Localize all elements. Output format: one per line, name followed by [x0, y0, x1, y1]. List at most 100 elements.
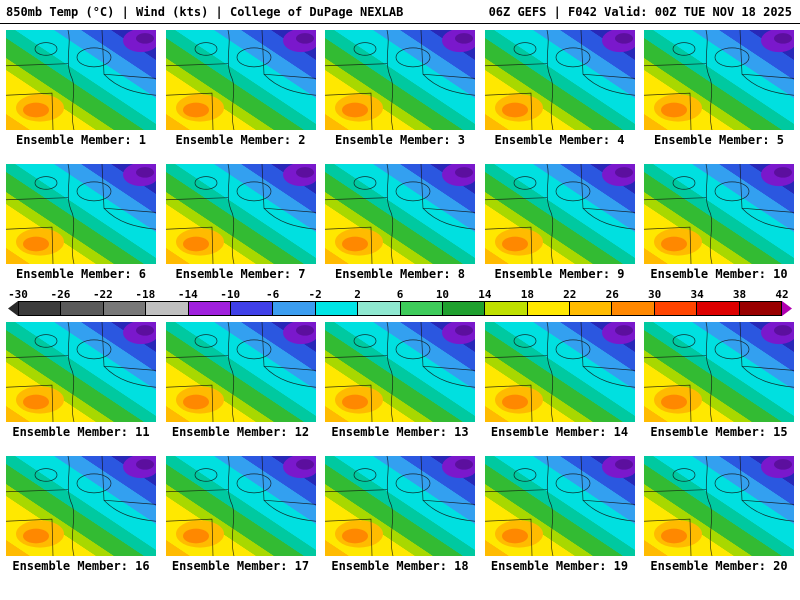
colorbar-cell	[103, 302, 147, 315]
ensemble-panel: Ensemble Member: 4	[484, 30, 635, 148]
ensemble-map	[484, 164, 635, 264]
ensemble-map	[165, 322, 316, 422]
ensemble-row-4: Ensemble Member: 16	[0, 456, 800, 574]
ensemble-map	[484, 322, 635, 422]
ensemble-row-2: Ensemble Member: 6	[0, 164, 800, 282]
ensemble-map	[6, 322, 156, 422]
colorbar-tick-label: 14	[478, 288, 492, 301]
ensemble-panel: Ensemble Member: 3	[325, 30, 475, 148]
colorbar-tick-label: -30	[8, 288, 28, 301]
ensemble-map	[325, 164, 475, 264]
colorbar-cell	[19, 302, 62, 315]
ensemble-panel: Ensemble Member: 20	[644, 456, 794, 574]
ensemble-map	[644, 30, 794, 130]
ensemble-map	[484, 456, 635, 556]
colorbar-tick-label: -10	[220, 288, 241, 301]
ensemble-row-3: Ensemble Member: 11	[0, 322, 800, 440]
colorbar-tick-label: 34	[690, 288, 704, 301]
ensemble-panel: Ensemble Member: 12	[165, 322, 316, 440]
colorbar-tick-label: -18	[135, 288, 156, 301]
ensemble-map	[165, 164, 316, 264]
colorbar-cell	[230, 302, 274, 315]
ensemble-panel: Ensemble Member: 5	[644, 30, 794, 148]
ensemble-member-label: Ensemble Member: 12	[171, 425, 310, 439]
colorbar-tick-label: 42	[775, 288, 789, 301]
ensemble-map	[325, 322, 475, 422]
ensemble-panel: Ensemble Member: 13	[325, 322, 475, 440]
ensemble-member-label: Ensemble Member: 14	[490, 425, 629, 439]
ensemble-panel: Ensemble Member: 1	[6, 30, 156, 148]
colorbar-tick-label: -22	[92, 288, 113, 301]
ensemble-member-label: Ensemble Member: 16	[12, 559, 150, 573]
ensemble-panel: Ensemble Member: 14	[484, 322, 635, 440]
colorbar-cell	[315, 302, 359, 315]
ensemble-member-label: Ensemble Member: 3	[334, 133, 466, 147]
ensemble-panel: Ensemble Member: 17	[165, 456, 316, 574]
ensemble-member-label: Ensemble Member: 4	[494, 133, 625, 147]
colorbar-cell	[400, 302, 443, 315]
colorbar-cell	[612, 302, 655, 315]
ensemble-panel: Ensemble Member: 2	[165, 30, 316, 148]
ensemble-panel: Ensemble Member: 19	[484, 456, 635, 574]
ensemble-member-label: Ensemble Member: 11	[12, 425, 150, 439]
ensemble-panel: Ensemble Member: 15	[644, 322, 794, 440]
colorbar-cell	[697, 302, 740, 315]
ensemble-member-label: Ensemble Member: 18	[331, 559, 469, 573]
ensemble-map	[484, 30, 635, 130]
ensemble-map	[6, 164, 156, 264]
colorbar-tick-label: 22	[563, 288, 577, 301]
ensemble-map	[165, 30, 316, 130]
ensemble-map	[165, 456, 316, 556]
ensemble-map	[644, 164, 794, 264]
ensemble-map	[644, 322, 794, 422]
model-run-valid-time: 06Z GEFS | F042 Valid: 00Z TUE NOV 18 20…	[488, 5, 792, 19]
ensemble-panel: Ensemble Member: 18	[325, 456, 475, 574]
colorbar-bar	[8, 301, 792, 316]
colorbar-cell	[570, 302, 613, 315]
ensemble-member-label: Ensemble Member: 20	[650, 559, 788, 573]
colorbar-cell	[358, 302, 401, 315]
ensemble-panel: Ensemble Member: 11	[6, 322, 156, 440]
ensemble-member-label: Ensemble Member: 15	[650, 425, 788, 439]
colorbar-cell	[527, 302, 571, 315]
ensemble-member-label: Ensemble Member: 9	[494, 267, 625, 281]
header-bar: 850mb Temp (°C) | Wind (kts) | College o…	[0, 0, 800, 24]
ensemble-row-1: Ensemble Member: 1	[0, 30, 800, 148]
colorbar-tick-label: -14	[177, 288, 198, 301]
ensemble-panel: Ensemble Member: 10	[644, 164, 794, 282]
colorbar: -30 -26 -22 -18 -14 -10 -6 -2 2 6 10 14 18 22 26 30 34 38…	[8, 288, 792, 316]
colorbar-cell	[485, 302, 528, 315]
colorbar-tick-label: 38	[732, 288, 747, 301]
colorbar-tick-label: 26	[605, 288, 619, 301]
ensemble-member-label: Ensemble Member: 13	[331, 425, 469, 439]
colorbar-left-arrow	[8, 301, 18, 316]
colorbar-cell	[188, 302, 231, 315]
colorbar-tick-label: 18	[520, 288, 534, 301]
colorbar-tick-label: -2	[308, 288, 322, 301]
ensemble-member-label: Ensemble Member: 2	[175, 133, 306, 147]
ensemble-member-label: Ensemble Member: 7	[175, 267, 306, 281]
colorbar-cell	[146, 302, 189, 315]
ensemble-panel: Ensemble Member: 16	[6, 456, 156, 574]
ensemble-panel: Ensemble Member: 6	[6, 164, 156, 282]
ensemble-panel: Ensemble Member: 9	[484, 164, 635, 282]
ensemble-panel: Ensemble Member: 7	[165, 164, 316, 282]
colorbar-tick-label: 10	[435, 288, 450, 301]
colorbar-tick-label: -26	[50, 288, 71, 301]
colorbar-cell	[61, 302, 104, 315]
colorbar-tick-row: -30 -26 -22 -18 -14 -10 -6 -2 2 6 10 14 18 22 26 30 34 38…	[8, 288, 789, 301]
ensemble-member-label: Ensemble Member: 8	[334, 267, 466, 281]
colorbar-tick-label: -6	[266, 288, 280, 301]
ensemble-member-label: Ensemble Member: 19	[490, 559, 629, 573]
colorbar-tick-label: 6	[396, 288, 404, 301]
colorbar-cell	[442, 302, 486, 315]
ensemble-map	[6, 30, 156, 130]
ensemble-map	[644, 456, 794, 556]
colorbar-tick-label: 2	[354, 288, 361, 301]
colorbar-cell	[654, 302, 698, 315]
ensemble-member-label: Ensemble Member: 1	[15, 133, 147, 147]
ensemble-map	[6, 456, 156, 556]
ensemble-member-label: Ensemble Member: 5	[653, 133, 785, 147]
ensemble-map	[325, 456, 475, 556]
colorbar-cell	[739, 302, 782, 315]
